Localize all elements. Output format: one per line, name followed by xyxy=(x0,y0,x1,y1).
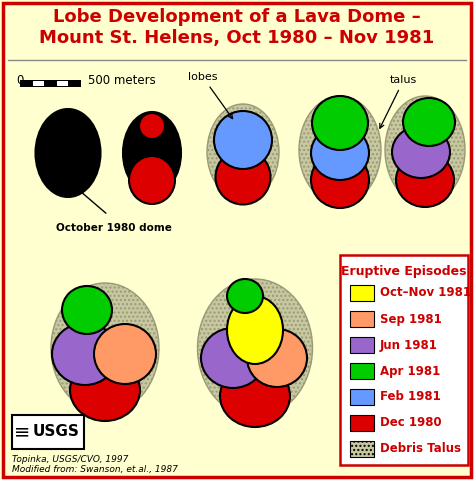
Text: 500 meters: 500 meters xyxy=(88,74,156,87)
Text: Feb 1981: Feb 1981 xyxy=(380,391,441,404)
Ellipse shape xyxy=(207,104,279,200)
Text: 0: 0 xyxy=(16,74,24,87)
Text: ≡: ≡ xyxy=(14,422,30,442)
Ellipse shape xyxy=(227,279,263,313)
Text: Debris Talus: Debris Talus xyxy=(380,443,461,456)
Text: Sep 1981: Sep 1981 xyxy=(380,312,442,325)
Ellipse shape xyxy=(36,109,100,197)
Text: Eruptive Episodes: Eruptive Episodes xyxy=(341,265,467,278)
Ellipse shape xyxy=(214,111,272,169)
Bar xyxy=(68,80,80,86)
Ellipse shape xyxy=(299,96,381,204)
Bar xyxy=(32,80,44,86)
Ellipse shape xyxy=(403,98,455,146)
Bar xyxy=(44,80,56,86)
Text: Lobe Development of a Lava Dome –
Mount St. Helens, Oct 1980 – Nov 1981: Lobe Development of a Lava Dome – Mount … xyxy=(39,8,435,48)
Bar xyxy=(340,255,468,465)
Ellipse shape xyxy=(311,152,369,208)
Ellipse shape xyxy=(216,149,271,204)
Bar xyxy=(20,80,80,86)
Text: lobes: lobes xyxy=(188,72,233,119)
Ellipse shape xyxy=(247,329,307,387)
Bar xyxy=(350,389,374,405)
Ellipse shape xyxy=(311,126,369,180)
Ellipse shape xyxy=(227,296,283,364)
Bar xyxy=(350,285,374,301)
Bar xyxy=(56,80,68,86)
Ellipse shape xyxy=(51,283,159,413)
Text: Apr 1981: Apr 1981 xyxy=(380,364,440,377)
Ellipse shape xyxy=(220,365,290,427)
Text: Dec 1980: Dec 1980 xyxy=(380,417,442,430)
Ellipse shape xyxy=(123,112,181,194)
Ellipse shape xyxy=(139,113,165,139)
Ellipse shape xyxy=(94,324,156,384)
Ellipse shape xyxy=(52,323,118,385)
Bar xyxy=(12,415,84,449)
Bar xyxy=(350,337,374,353)
Ellipse shape xyxy=(70,359,140,421)
Bar xyxy=(350,363,374,379)
Text: October 1980 dome: October 1980 dome xyxy=(56,223,172,233)
Text: Topinka, USGS/CVO, 1997: Topinka, USGS/CVO, 1997 xyxy=(12,455,128,464)
Ellipse shape xyxy=(385,96,465,204)
Text: talus: talus xyxy=(380,75,417,128)
Bar xyxy=(20,80,32,86)
Ellipse shape xyxy=(312,96,368,150)
Ellipse shape xyxy=(396,153,454,207)
Ellipse shape xyxy=(62,286,112,334)
Text: Jun 1981: Jun 1981 xyxy=(380,338,438,351)
Text: USGS: USGS xyxy=(33,424,80,440)
Text: Modified from: Swanson, et.al., 1987: Modified from: Swanson, et.al., 1987 xyxy=(12,465,178,474)
Ellipse shape xyxy=(198,279,312,417)
Bar xyxy=(350,415,374,431)
Ellipse shape xyxy=(392,126,450,178)
Ellipse shape xyxy=(129,156,175,204)
Bar xyxy=(350,311,374,327)
Bar xyxy=(350,441,374,457)
Ellipse shape xyxy=(201,328,265,388)
Text: Oct–Nov 1981: Oct–Nov 1981 xyxy=(380,287,471,300)
